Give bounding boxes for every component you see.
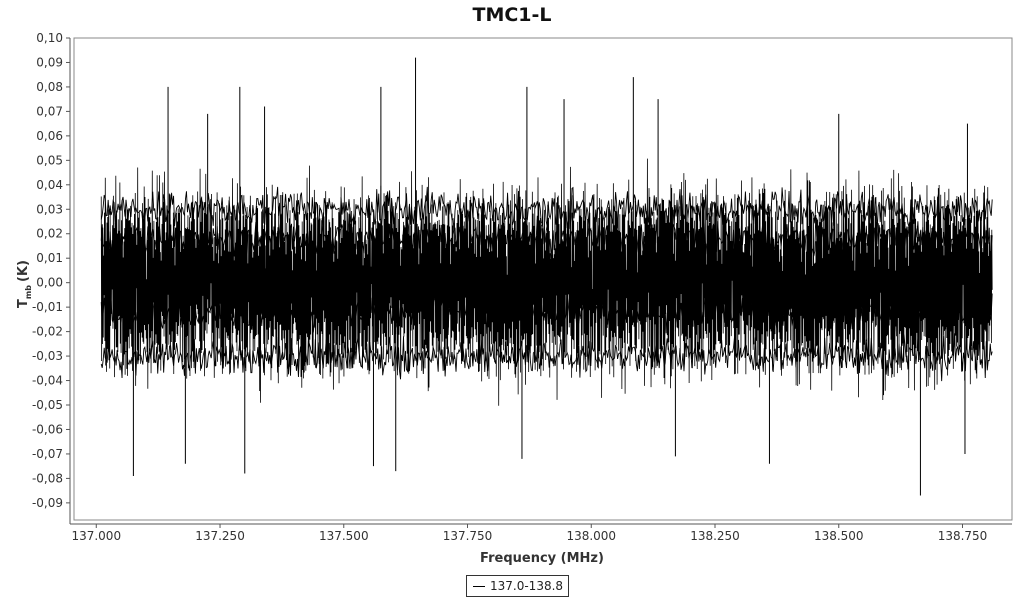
spectrum-band-line xyxy=(100,213,993,263)
x-tick-label: 138.750 xyxy=(938,529,988,543)
y-tick-label: -0,09 xyxy=(32,496,63,510)
y-tick-label: 0,10 xyxy=(36,31,63,45)
legend-swatch xyxy=(473,585,485,587)
y-tick-label: 0,06 xyxy=(36,129,63,143)
y-tick-label: -0,04 xyxy=(32,374,63,388)
y-tick-label: 0,05 xyxy=(36,153,63,167)
legend-label: 137.0-138.8 xyxy=(490,579,564,593)
x-tick-label: 137.500 xyxy=(319,529,369,543)
y-axis-title: Tmb (K) xyxy=(16,260,33,308)
y-tick-label: -0,05 xyxy=(32,398,63,412)
y-axis-title-unit: (K) xyxy=(16,260,31,282)
y-tick-label: 0,01 xyxy=(36,251,63,265)
y-tick-label: -0,03 xyxy=(32,349,63,363)
y-tick-label: -0,02 xyxy=(32,325,63,339)
y-tick-label: -0,08 xyxy=(32,471,63,485)
y-axis-title-main: T xyxy=(16,299,31,308)
x-tick-label: 138.500 xyxy=(814,529,864,543)
axes-layer: 0,10 0,09 0,08 0,07 0,06 0,05 0,04 0,03 0,02 0,01… xyxy=(32,31,1013,543)
y-tick-label: -0,06 xyxy=(32,422,63,436)
y-tick-label: 0,02 xyxy=(36,227,63,241)
x-axis-title: Frequency (MHz) xyxy=(480,551,604,566)
series-layer xyxy=(100,57,993,496)
y-tick-label: 0,07 xyxy=(36,104,63,118)
y-axis-title-group: Tmb (K) xyxy=(16,260,33,308)
x-tick-label: 137.750 xyxy=(443,529,493,543)
spectrum-series-line xyxy=(100,158,993,406)
label-layer: Frequency (MHz) Tmb (K) xyxy=(16,260,604,566)
y-tick-label: 0,09 xyxy=(36,55,63,69)
x-tick-label: 138.000 xyxy=(566,529,616,543)
y-axis-title-subscript: mb xyxy=(24,285,33,299)
y-tick-label: -0,07 xyxy=(32,447,63,461)
x-tick-label: 137.000 xyxy=(71,529,121,543)
y-tick-label: 0,08 xyxy=(36,80,63,94)
y-tick-label: 0,00 xyxy=(36,276,63,290)
spectrum-band-line xyxy=(100,289,993,337)
legend[interactable]: 137.0-138.8 xyxy=(466,575,570,597)
y-tick-label: 0,03 xyxy=(36,202,63,216)
x-tick-label: 137.250 xyxy=(195,529,245,543)
spectrum-band-line xyxy=(100,186,993,232)
chart-title: TMC1-L xyxy=(472,4,552,26)
spectrum-band-line xyxy=(100,333,993,382)
y-tick-label: 0,04 xyxy=(36,178,63,192)
y-tick-label: -0,01 xyxy=(32,300,63,314)
plot-frame xyxy=(73,37,1013,521)
x-tick-label: 138.250 xyxy=(690,529,740,543)
